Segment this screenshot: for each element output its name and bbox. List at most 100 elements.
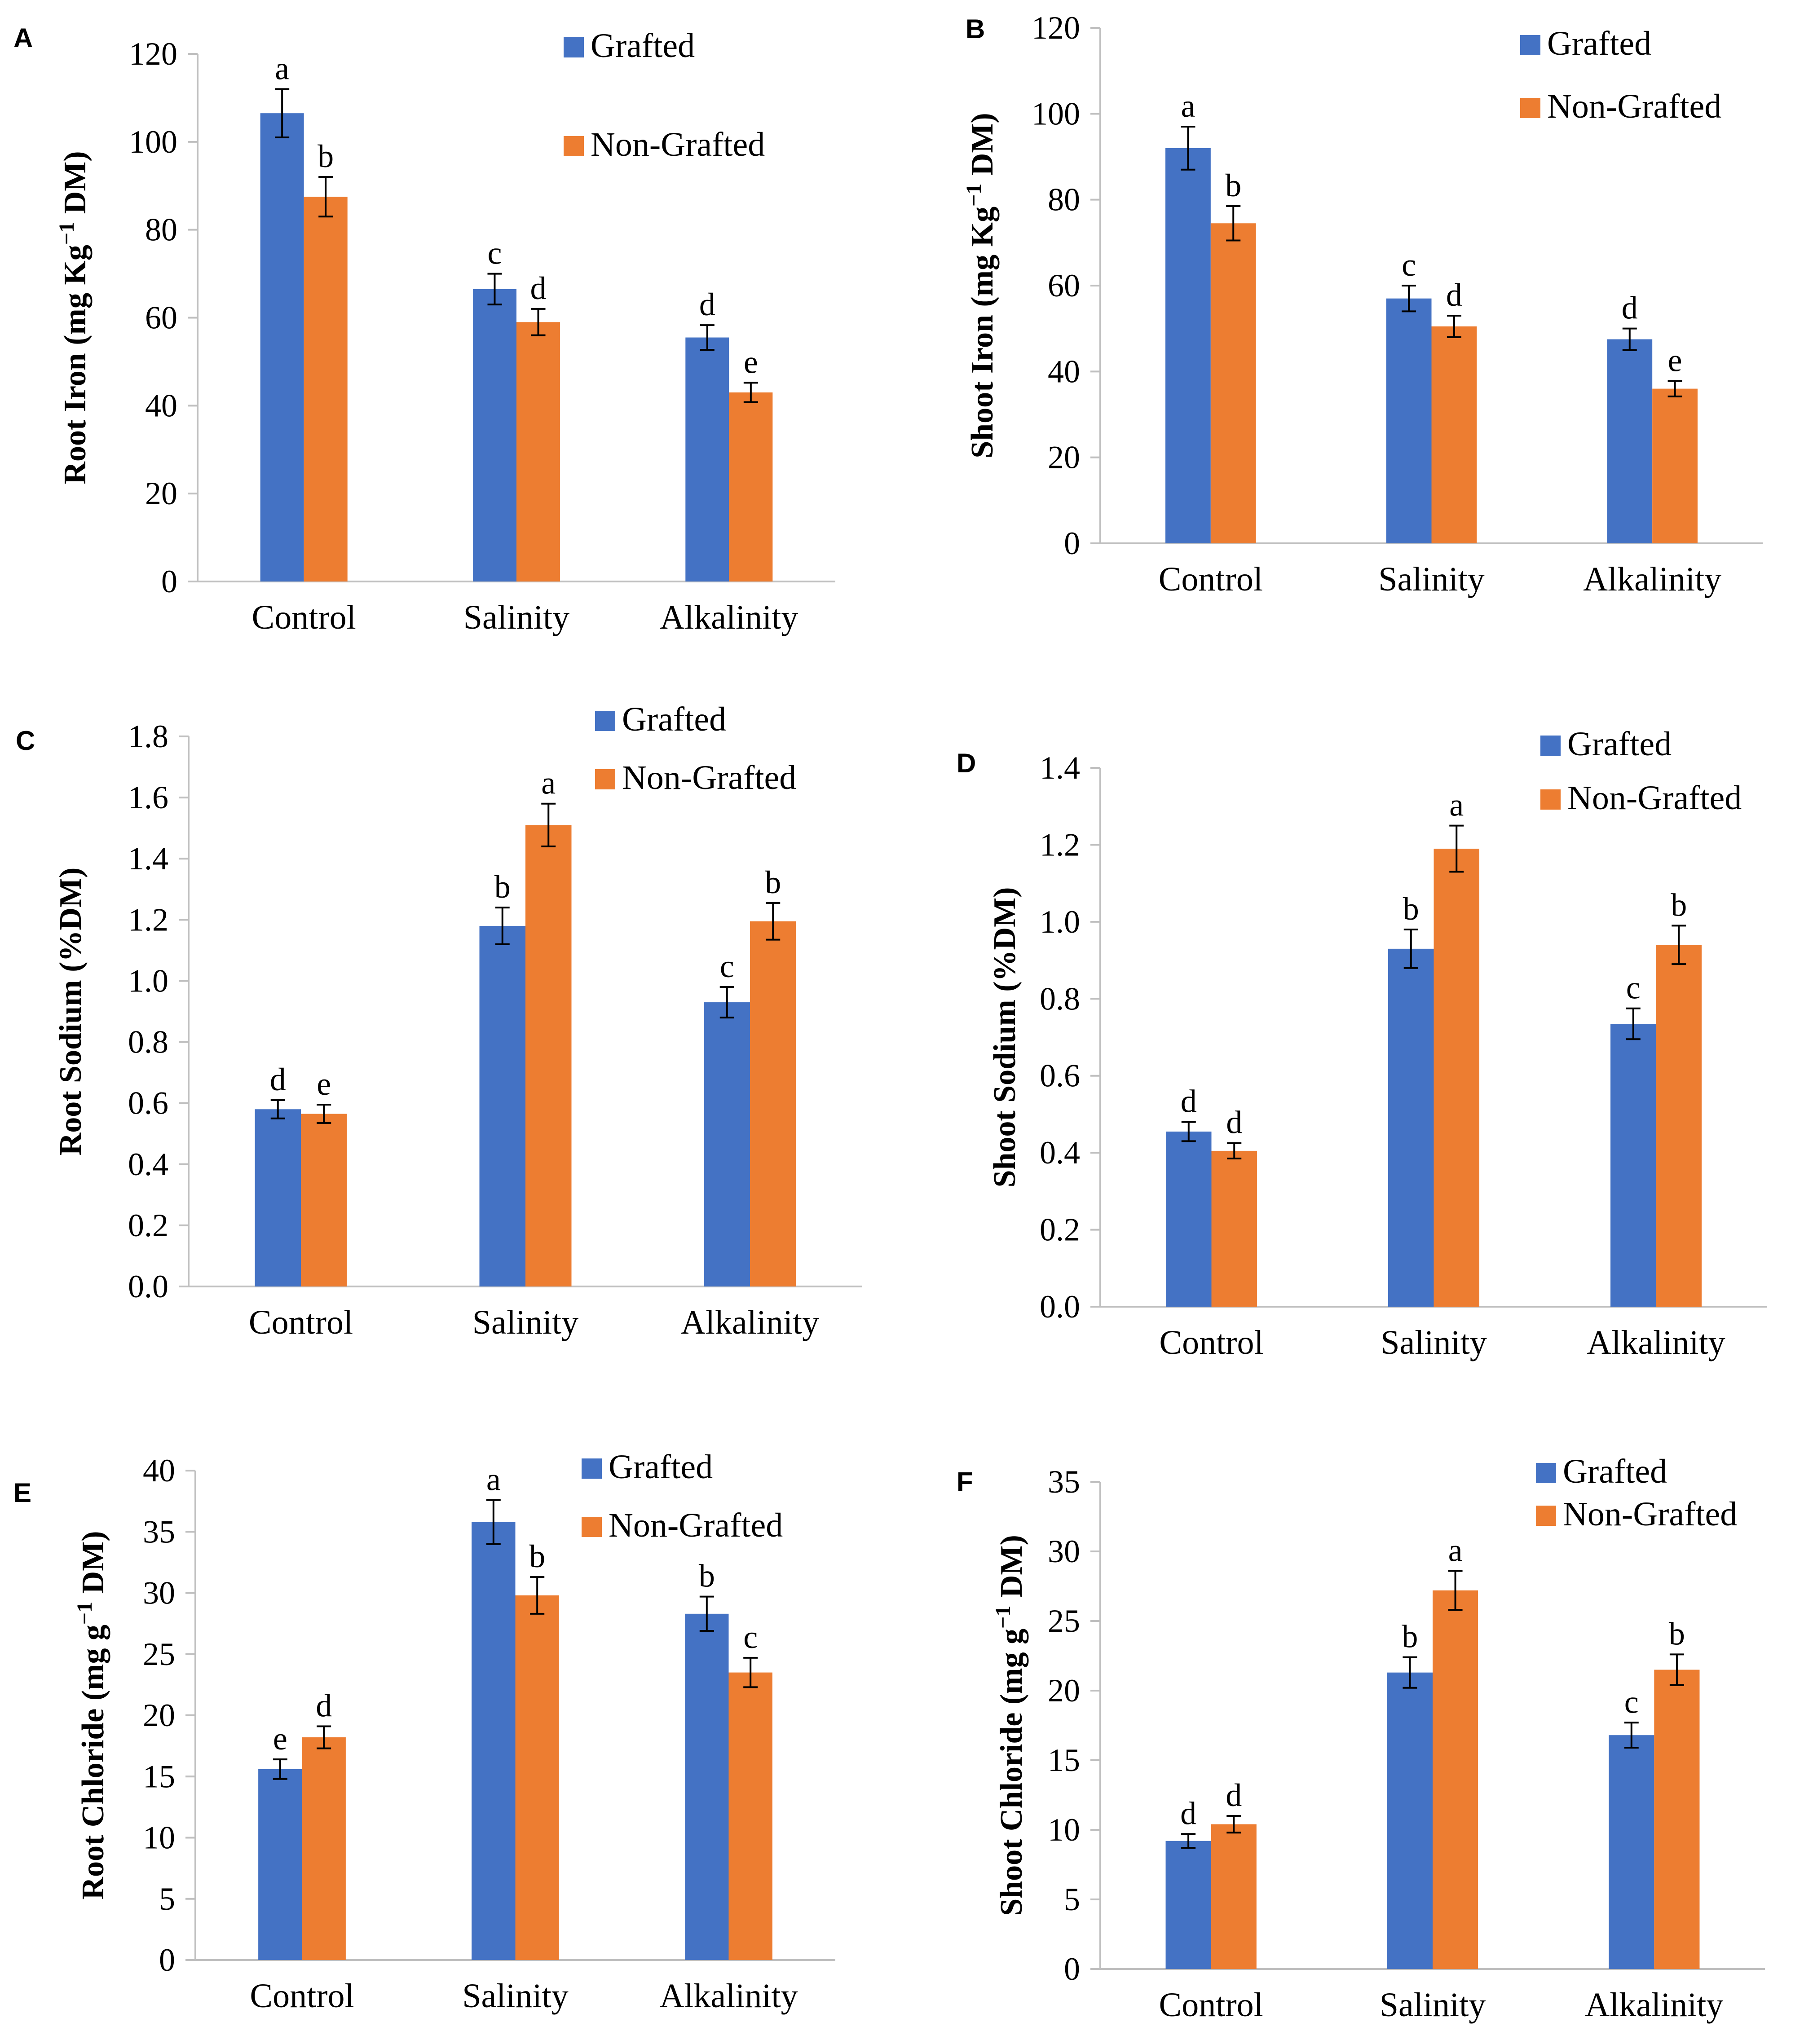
- y-tick-label: 1.2: [128, 902, 168, 938]
- y-tick-label: 10: [1048, 1812, 1080, 1848]
- significance-letter: a: [1181, 88, 1195, 124]
- x-category-label: Salinity: [1378, 560, 1484, 598]
- significance-letter: a: [486, 1461, 501, 1497]
- legend-label: Grafted: [591, 27, 695, 65]
- significance-letter: e: [317, 1066, 331, 1102]
- bar-grafted-salinity: [1388, 948, 1434, 1307]
- y-tick-label: 0: [159, 1942, 175, 1978]
- chart-panel-d: D 0.0 0.2 0.4 0.6 0.8 1.0 1.2 1.4 Shoot Sodium (%…: [957, 725, 1767, 1361]
- legend-label: Grafted: [1563, 1453, 1667, 1490]
- significance-letter: c: [1624, 1684, 1639, 1720]
- y-axis-label-main: Root Chloride (mg g: [76, 1625, 110, 1899]
- y-axis-label-tail: DM): [994, 1535, 1029, 1605]
- x-category-label: Control: [1159, 560, 1263, 598]
- legend-label: Non-Grafted: [622, 759, 796, 797]
- significance-letter: a: [275, 50, 289, 86]
- y-tick-label: 60: [145, 300, 177, 336]
- significance-letter: b: [1403, 891, 1419, 927]
- y-tick-label: 5: [1064, 1881, 1080, 1917]
- y-tick-label: 1.6: [128, 780, 168, 815]
- legend-swatch-non-grafted: [1536, 1506, 1556, 1526]
- panel-letter: D: [957, 748, 976, 778]
- y-tick-label: 100: [129, 124, 177, 160]
- bar-non-grafted-control: [1211, 1150, 1257, 1307]
- significance-letter: e: [744, 344, 758, 380]
- significance-letter: d: [1226, 1777, 1242, 1813]
- significance-letter: a: [541, 765, 556, 801]
- x-category-label: Alkalinity: [1587, 1324, 1725, 1361]
- significance-letter: d: [1622, 290, 1638, 326]
- y-tick-label: 25: [143, 1636, 175, 1672]
- y-tick-label: 1.4: [1040, 750, 1080, 786]
- bar-grafted-alkalinity: [1610, 1024, 1656, 1307]
- bar-grafted-salinity: [479, 925, 525, 1286]
- chart-panel-c: C 0.0 0.2 0.4 0.6 0.8 1.0 1.2 1.4 1.6 1.8 Root Sodi…: [16, 700, 862, 1341]
- panel-letter: C: [16, 726, 35, 756]
- legend-swatch-non-grafted: [564, 136, 584, 156]
- y-axis-label-main: Root Iron (mg Kg: [58, 245, 93, 484]
- significance-letter: d: [1226, 1105, 1242, 1141]
- panel-letter: E: [13, 1478, 31, 1508]
- y-axis-label-main: Root Sodium (%DM): [53, 868, 88, 1156]
- significance-letter: b: [699, 1558, 715, 1594]
- significance-letter: e: [1668, 342, 1682, 378]
- significance-letter: d: [1181, 1084, 1197, 1119]
- y-tick-label: 1.2: [1040, 827, 1080, 863]
- y-tick-label: 1.8: [128, 718, 168, 754]
- y-tick-label: 0.0: [128, 1269, 168, 1304]
- bar-non-grafted-alkalinity: [750, 921, 796, 1286]
- legend-label: Non-Grafted: [1567, 779, 1742, 817]
- y-tick-label: 30: [143, 1575, 175, 1611]
- y-tick-label: 1.4: [128, 841, 168, 877]
- bar-grafted-salinity: [1387, 1672, 1433, 1969]
- y-axis-label-tail: DM): [965, 113, 1000, 183]
- significance-letter: c: [487, 235, 502, 271]
- x-category-label: Salinity: [462, 1977, 568, 2015]
- y-tick-label: 0.8: [1040, 981, 1080, 1017]
- y-tick-label: 0.6: [1040, 1058, 1080, 1094]
- y-axis-label-superscript: −1: [962, 184, 986, 207]
- y-tick-label: 35: [143, 1514, 175, 1550]
- y-axis-label-superscript: −1: [55, 222, 79, 245]
- y-tick-label: 0.6: [128, 1085, 168, 1121]
- bar-grafted-alkalinity: [685, 337, 729, 581]
- significance-letter: b: [1225, 167, 1241, 203]
- legend-swatch-non-grafted: [1520, 98, 1540, 118]
- y-tick-label: 35: [1048, 1464, 1080, 1500]
- legend-swatch-grafted: [582, 1458, 602, 1479]
- x-category-label: Salinity: [1381, 1324, 1487, 1361]
- significance-letter: d: [316, 1688, 332, 1724]
- y-axis-label-superscript: −1: [73, 1602, 97, 1625]
- bar-non-grafted-control: [302, 1737, 346, 1960]
- y-axis-label-main: Shoot Sodium (%DM): [988, 887, 1022, 1188]
- x-category-label: Alkalinity: [659, 1977, 798, 2015]
- y-tick-label: 1.0: [1040, 904, 1080, 940]
- panel-letter: F: [957, 1467, 973, 1497]
- x-category-label: Salinity: [1380, 1986, 1486, 2024]
- y-axis-label: Root Sodium (%DM): [53, 868, 88, 1156]
- significance-letter: d: [699, 286, 715, 322]
- y-axis-label: Shoot Chloride (mg g−1 DM): [991, 1535, 1029, 1916]
- x-category-label: Control: [1159, 1324, 1263, 1361]
- legend-swatch-grafted: [1520, 35, 1540, 55]
- y-tick-label: 60: [1048, 268, 1080, 304]
- significance-letter: d: [1180, 1795, 1196, 1831]
- significance-letter: b: [1671, 887, 1687, 923]
- y-axis-label-tail: DM): [58, 151, 93, 221]
- bar-non-grafted-alkalinity: [729, 392, 773, 581]
- significance-letter: a: [1449, 787, 1464, 823]
- y-tick-label: 15: [1048, 1742, 1080, 1778]
- bar-grafted-control: [260, 113, 304, 581]
- significance-letter: b: [1669, 1616, 1685, 1652]
- y-tick-label: 20: [145, 476, 177, 511]
- y-tick-label: 15: [143, 1758, 175, 1794]
- y-tick-label: 0.4: [128, 1146, 168, 1182]
- x-category-label: Control: [1159, 1986, 1263, 2024]
- bar-grafted-alkalinity: [1607, 339, 1653, 543]
- y-tick-label: 80: [145, 212, 177, 248]
- bar-grafted-alkalinity: [704, 1002, 750, 1286]
- bar-non-grafted-alkalinity: [1656, 945, 1702, 1307]
- y-tick-label: 5: [159, 1881, 175, 1917]
- panel-letter: B: [966, 14, 985, 44]
- legend-swatch-non-grafted: [582, 1517, 602, 1537]
